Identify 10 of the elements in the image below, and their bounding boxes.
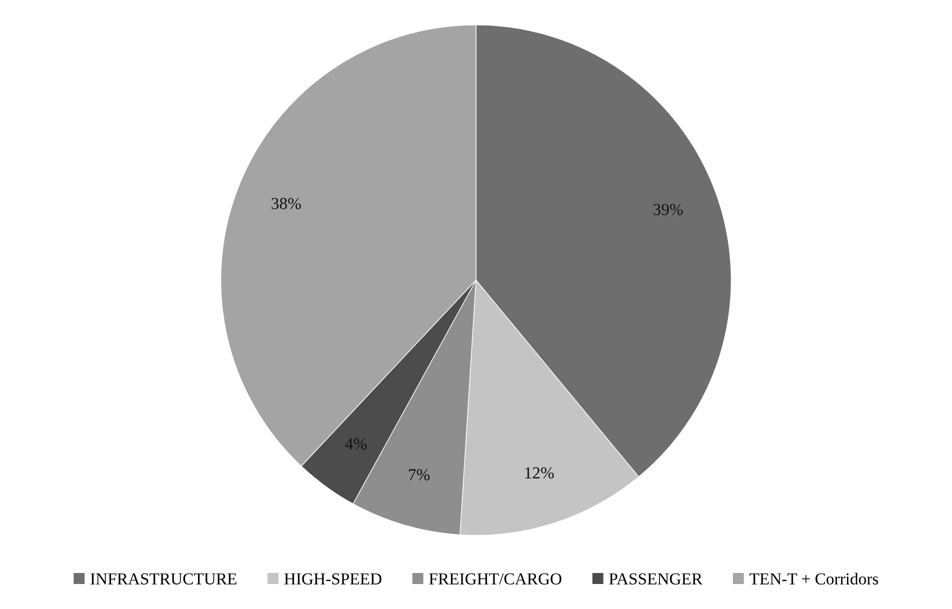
- legend-label: FREIGHT/CARGO: [429, 573, 562, 585]
- data-label: 4%: [345, 438, 367, 450]
- legend-label: INFRASTRUCTURE: [90, 573, 236, 585]
- data-label: 38%: [272, 198, 301, 210]
- data-label: 39%: [654, 204, 683, 216]
- data-label: 12%: [525, 467, 554, 479]
- legend-label: HIGH-SPEED: [284, 573, 382, 585]
- legend-label: TEN-T + Corridors: [750, 572, 878, 585]
- data-label: 7%: [409, 469, 430, 480]
- legend-label: PASSENGER: [609, 573, 703, 585]
